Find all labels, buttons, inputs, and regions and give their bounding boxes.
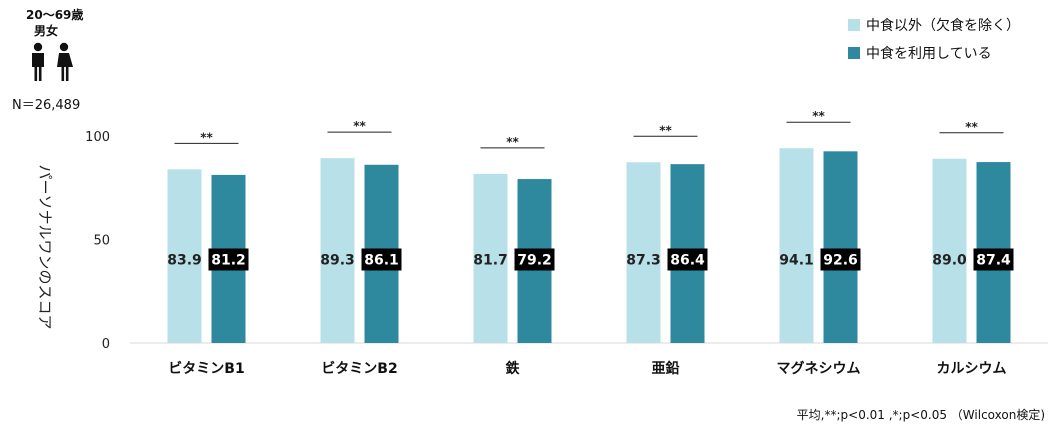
significance-marker-5: ** — [965, 120, 978, 134]
age-range-label: 20～69歳 — [26, 8, 84, 22]
data-label-series2-0: 81.2 — [211, 253, 246, 269]
significance-marker-3: ** — [659, 123, 672, 137]
x-tick-label-0: ビタミンB1 — [168, 361, 244, 377]
x-tick-label-1: ビタミンB2 — [321, 361, 397, 377]
data-label-series1-4: 94.1 — [779, 253, 814, 269]
bar-series1-3 — [626, 162, 661, 343]
bar-series1-1 — [320, 158, 355, 343]
data-label-box-series2-5 — [973, 248, 1014, 271]
legend-label-2: 中食を利用している — [866, 46, 992, 62]
x-tick-label-4: マグネシウム — [777, 360, 861, 377]
y-tick-label-2: 100 — [85, 130, 110, 145]
data-label-series1-3: 87.3 — [626, 253, 661, 269]
significance-marker-2: ** — [506, 135, 519, 149]
legend-swatch-1 — [848, 19, 860, 31]
bar-series1-4 — [779, 148, 814, 343]
data-label-box-series2-0 — [208, 248, 249, 271]
data-label-series1-2: 81.7 — [473, 253, 508, 269]
legend-label-1: 中食以外（欠食を除く） — [866, 18, 1020, 34]
male-person-icon — [32, 42, 44, 81]
legend: 中食以外（欠食を除く） 中食を利用している — [848, 14, 1020, 70]
data-label-box-series2-3 — [667, 248, 708, 271]
x-tick-label-3: 亜鉛 — [652, 360, 680, 377]
data-label-box-series2-2 — [514, 248, 555, 271]
data-label-series2-3: 86.4 — [670, 253, 705, 269]
bar-series1-0 — [167, 169, 202, 343]
female-person-icon — [57, 42, 73, 81]
significance-marker-0: ** — [200, 130, 213, 144]
bar-series1-2 — [473, 173, 508, 343]
data-label-series2-1: 86.1 — [364, 253, 399, 269]
legend-swatch-2 — [848, 47, 860, 59]
y-tick-label-0: 0 — [102, 337, 110, 352]
bar-series2-4 — [823, 151, 858, 343]
data-label-series1-5: 89.0 — [932, 253, 967, 269]
data-label-series1-0: 83.9 — [167, 253, 202, 269]
data-label-series2-4: 92.6 — [823, 253, 858, 269]
sample-size-label: N＝26,489 — [12, 98, 81, 113]
data-label-series2-2: 79.2 — [517, 253, 552, 269]
data-label-series2-5: 87.4 — [976, 253, 1011, 269]
footnote: 平均,**;p<0.01 ,*;p<0.05 （Wilcoxon検定) — [796, 408, 1045, 422]
significance-marker-4: ** — [812, 109, 825, 123]
significance-marker-1: ** — [353, 119, 366, 133]
sex-label: 男女 — [34, 24, 59, 38]
x-tick-label-2: 鉄 — [506, 360, 521, 377]
y-axis-title: パーソナルワンのスコア — [36, 164, 54, 329]
y-tick-label-1: 50 — [93, 234, 110, 249]
legend-item-1: 中食以外（欠食を除く） — [848, 14, 1020, 36]
people-icons — [32, 42, 73, 81]
x-tick-label-5: カルシウム — [937, 361, 1007, 377]
legend-item-2: 中食を利用している — [848, 42, 1020, 64]
data-label-series1-1: 89.3 — [320, 253, 355, 269]
bar-series1-5 — [932, 158, 967, 343]
data-label-box-series2-4 — [820, 248, 861, 271]
data-label-box-series2-1 — [361, 248, 402, 271]
